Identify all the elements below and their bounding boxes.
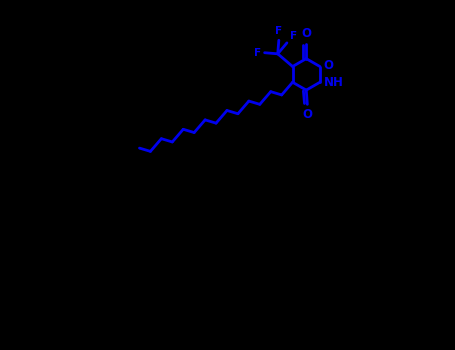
Text: F: F <box>290 31 297 41</box>
Text: O: O <box>303 108 313 121</box>
Text: F: F <box>253 48 261 58</box>
Text: O: O <box>302 27 312 41</box>
Text: O: O <box>324 59 334 72</box>
Text: F: F <box>275 26 283 36</box>
Text: NH: NH <box>324 76 344 89</box>
